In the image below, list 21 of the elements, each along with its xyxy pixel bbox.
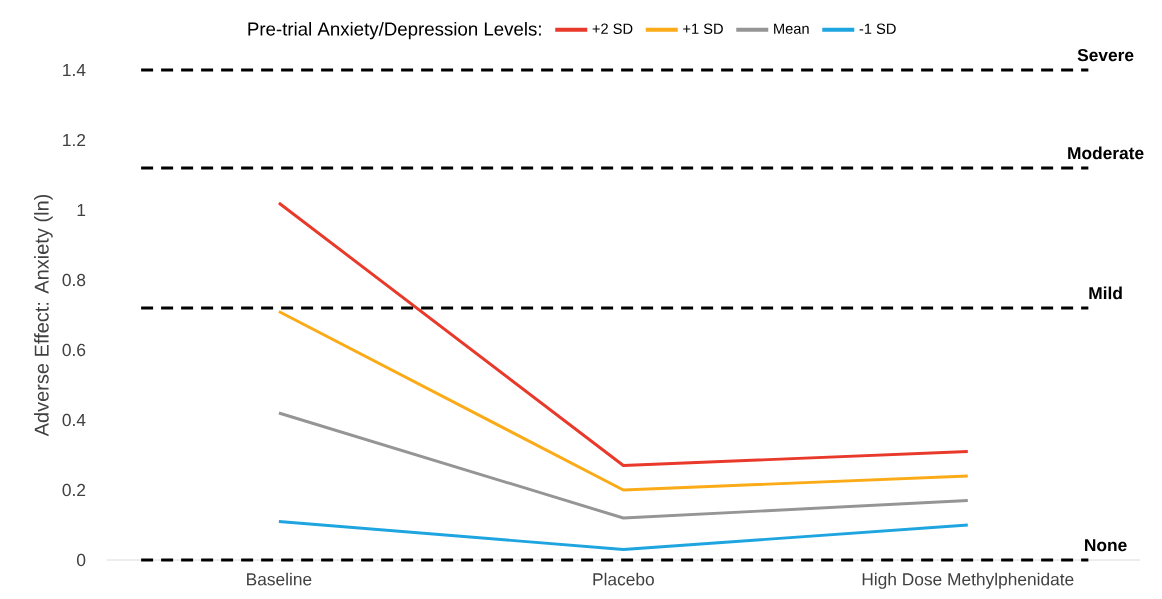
y-tick-label: 0.6 — [62, 343, 86, 357]
ref-line-label: Severe — [1077, 49, 1134, 62]
y-tick-label: 0 — [76, 553, 86, 567]
y-axis-title: Adverse Effect: Anxiety (ln) — [34, 194, 53, 437]
y-tick-label: 0.4 — [62, 413, 86, 427]
x-tick-label: Placebo — [593, 572, 654, 586]
x-tick-label: Baseline — [247, 572, 312, 586]
y-tick-label: 1 — [77, 204, 86, 216]
ref-line-label: Mild — [1089, 286, 1122, 300]
y-tick-label: 0.8 — [62, 273, 86, 287]
legend-label: -1 SD — [859, 23, 896, 34]
y-tick-label: 1.2 — [63, 133, 86, 147]
ref-line-label: Moderate — [1068, 146, 1144, 160]
legend-label: +2 SD — [592, 23, 633, 34]
legend-label: Mean — [774, 23, 809, 34]
legend-title: Pre-trial Anxiety/Depression Levels: — [248, 21, 541, 40]
y-tick-label: 0.2 — [62, 483, 86, 497]
legend-label: +1 SD — [683, 23, 723, 34]
y-tick-label: 1.4 — [63, 64, 86, 76]
ref-line-label: None — [1085, 539, 1127, 552]
x-tick-label: High Dose Methylphenidate — [862, 572, 1074, 589]
